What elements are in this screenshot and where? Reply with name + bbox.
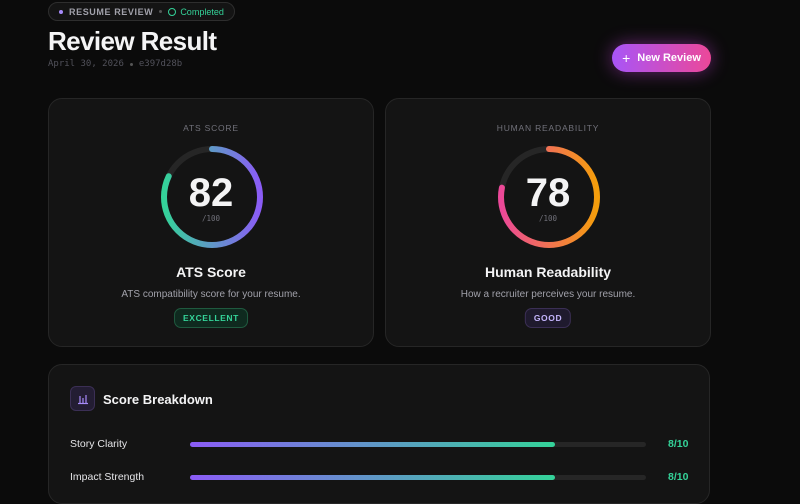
item-track — [190, 442, 646, 447]
score-card: ATS SCORE 82/100 ATS Score ATS compatibilit… — [48, 98, 374, 347]
date: April 30, 2026 — [48, 59, 124, 69]
new-review-button[interactable]: + New Review — [612, 44, 711, 72]
breakdown-title: Score Breakdown — [103, 392, 213, 407]
score-value: 82 — [188, 171, 234, 215]
item-name: Story Clarity — [70, 438, 128, 450]
page-title: Review Result — [48, 26, 217, 56]
review-id: e397d28b — [138, 59, 183, 69]
score-value: 78 — [525, 171, 571, 215]
button-text[interactable]: New Review — [637, 52, 701, 64]
score-label: ATS SCORE — [183, 123, 239, 133]
status-text: Completed — [180, 6, 224, 17]
gauge — [498, 146, 600, 248]
score-max: /100 — [538, 214, 558, 223]
rating-pill: GOOD — [524, 308, 572, 328]
breakdown-icon — [70, 386, 95, 411]
icon-graphic — [78, 395, 88, 405]
item-bar — [190, 475, 555, 480]
score-description: ATS compatibility score for your resume. — [121, 289, 301, 300]
meta: April 30, 2026 e397d28b — [48, 59, 182, 69]
status-badge: RESUME REVIEW Completed — [48, 2, 235, 21]
item-name: Impact Strength — [70, 471, 145, 483]
rating-pill: EXCELLENT — [174, 308, 248, 328]
item-track — [190, 475, 646, 480]
item-bar — [190, 442, 555, 447]
score-card: HUMAN READABILITY 78/100 Human Readability… — [385, 98, 711, 347]
badge-text: RESUME REVIEW — [69, 6, 154, 17]
gauge-arc — [161, 146, 263, 248]
score-label: HUMAN READABILITY — [496, 123, 600, 133]
score-max: /100 — [201, 214, 221, 223]
gauge — [161, 146, 263, 248]
gauge-arc — [498, 146, 600, 248]
breakdown-card: Score Breakdown Story Clarity 8/10 Impact … — [48, 364, 710, 504]
score-name: Human Readability — [484, 264, 612, 280]
page-body: RESUME REVIEW Completed Review Result Ap… — [48, 2, 711, 504]
item-score: 8/10 — [668, 438, 689, 450]
page: Review Result {"header": {"badge": "RESU… — [48, 2, 711, 504]
score-description: How a recruiter perceives your resume. — [460, 289, 636, 300]
score-name: ATS Score — [176, 264, 246, 280]
item-score: 8/10 — [668, 471, 689, 483]
